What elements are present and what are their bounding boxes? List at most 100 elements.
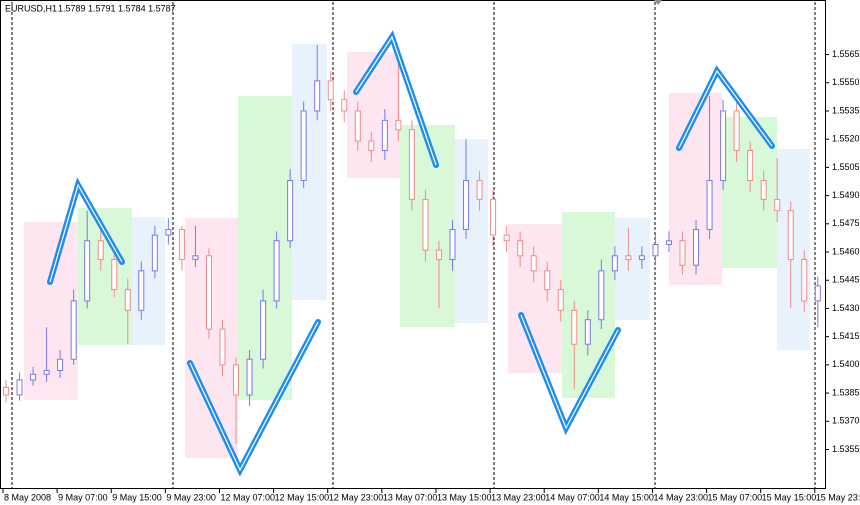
zigzag-core — [520, 314, 619, 430]
candle-body — [733, 110, 740, 151]
candle-body — [679, 240, 686, 266]
box — [455, 139, 488, 323]
candle-body — [530, 255, 537, 272]
plot-border — [0, 0, 826, 489]
zigzag-core — [189, 321, 319, 472]
candle-body — [151, 234, 158, 272]
y-tick-label: 1.5535 — [832, 105, 860, 115]
chart-title: EURUSD,H1 — [5, 3, 57, 13]
candle-body — [544, 270, 551, 291]
candles — [3, 45, 821, 444]
candle-body — [273, 240, 280, 302]
y-tick-label: 1.5565 — [832, 49, 860, 59]
candle-body — [638, 255, 645, 261]
y-tick-label: 1.5475 — [832, 218, 860, 228]
x-tick-label: 15 May 23:00 — [816, 492, 860, 502]
zigzag-core — [355, 35, 437, 166]
candle-body — [584, 319, 591, 345]
x-tick-label: 9 May 23:00 — [166, 492, 216, 502]
candle-body — [124, 289, 131, 311]
candle-body — [246, 358, 253, 396]
candle-body — [476, 180, 483, 200]
candle-body — [693, 228, 700, 266]
x-tick-label: 15 May 15:00 — [762, 492, 817, 502]
candle-body — [625, 255, 632, 261]
candle-body — [260, 300, 267, 360]
zigzag-core — [49, 183, 123, 283]
candle-body — [314, 80, 321, 112]
candle-body — [327, 80, 334, 101]
candle-body — [665, 240, 672, 246]
candle-body — [178, 228, 185, 261]
y-tick-label: 1.5430 — [832, 303, 860, 313]
x-tick-label: 12 May 07:00 — [220, 492, 275, 502]
candle-body — [517, 240, 524, 257]
y-tick-label: 1.5400 — [832, 359, 860, 369]
y-tick-label: 1.5520 — [832, 134, 860, 144]
candle-body — [354, 110, 361, 142]
candle-body — [463, 180, 470, 230]
candle-body — [774, 198, 781, 212]
x-tick-label: 12 May 23:00 — [329, 492, 384, 502]
candle-body — [287, 180, 294, 242]
candle-body — [43, 370, 50, 375]
candle-body — [814, 285, 821, 302]
candle-body — [503, 234, 510, 242]
candle-body — [611, 255, 618, 272]
candle-body — [760, 180, 767, 200]
candle-body — [368, 140, 375, 151]
candle-body — [192, 255, 199, 261]
candle-body — [30, 373, 37, 381]
x-tick-label: 14 May 07:00 — [545, 492, 600, 502]
box — [24, 222, 78, 400]
y-tick-label: 1.5460 — [832, 246, 860, 256]
candle-body — [3, 386, 9, 396]
candle-body — [706, 180, 713, 230]
candle-body — [449, 228, 456, 261]
candle-body — [138, 270, 145, 311]
candle-body — [219, 328, 226, 366]
box — [562, 212, 615, 398]
x-tick-label: 9 May 15:00 — [112, 492, 162, 502]
candle-body — [652, 244, 659, 257]
box — [292, 44, 327, 300]
candle-body — [381, 119, 388, 151]
candle-body — [435, 249, 442, 261]
candle-body — [408, 129, 415, 200]
chart-subtitle: 1.5789 1.5791 1.5784 1.5787 — [58, 3, 176, 13]
candle-body — [801, 259, 808, 302]
candle-body — [490, 198, 497, 236]
x-tick-label: 9 May 07:00 — [58, 492, 108, 502]
candle-body — [57, 358, 64, 372]
zigzag-core — [678, 69, 773, 149]
y-tick-label: 1.5505 — [832, 162, 860, 172]
candle-body — [557, 289, 564, 311]
x-tick-label: 13 May 07:00 — [383, 492, 438, 502]
candle-body — [720, 110, 727, 182]
y-tick-label: 1.5355 — [832, 444, 860, 454]
candle-body — [165, 228, 172, 236]
candle-body — [70, 300, 77, 360]
y-tick-label: 1.5490 — [832, 190, 860, 200]
candle-body — [787, 210, 794, 261]
candle-body — [16, 379, 23, 396]
x-tick-label: 13 May 15:00 — [437, 492, 492, 502]
box — [615, 218, 650, 320]
candle-body — [747, 149, 754, 182]
candle-body — [205, 255, 212, 330]
candle-body — [233, 364, 240, 396]
candle-body — [84, 240, 91, 302]
box — [185, 218, 238, 458]
candle-body — [598, 270, 605, 321]
candle-body — [395, 119, 402, 131]
candle-body — [300, 110, 307, 182]
y-tick-label: 1.5385 — [832, 387, 860, 397]
x-tick-label: 13 May 23:00 — [491, 492, 546, 502]
y-tick-label: 1.5370 — [832, 416, 860, 426]
candle-body — [97, 240, 104, 261]
box — [132, 217, 165, 345]
candle-body — [111, 259, 118, 291]
candle-body — [571, 309, 578, 345]
x-tick-label: 15 May 07:00 — [708, 492, 763, 502]
